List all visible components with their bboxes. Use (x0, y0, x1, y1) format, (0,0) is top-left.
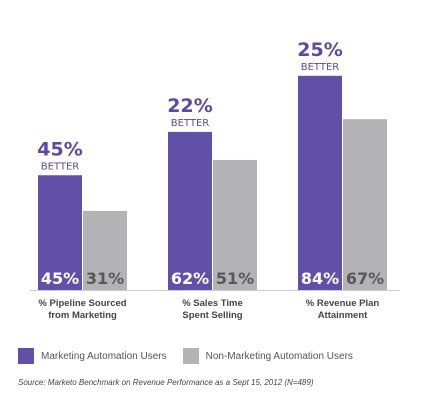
bar-value-label: 31% (86, 269, 124, 288)
bar-3-series-1 (298, 75, 342, 290)
bar-value-label: 84% (301, 269, 339, 288)
bar-value-label: 45% (41, 269, 79, 288)
category-label: % Revenue Plan (306, 298, 380, 309)
annotation-label: BETTER (171, 118, 210, 129)
legend-label-marketing-automation: Marketing Automation Users (41, 350, 167, 362)
bar-value-label: 62% (171, 269, 209, 288)
annotation-percent: 25% (297, 39, 342, 61)
bar-value-label: 51% (216, 269, 254, 288)
bar-2-series-1 (168, 131, 212, 290)
bar-3-series-2 (343, 119, 387, 291)
category-label: Spent Selling (182, 310, 242, 321)
legend-label-non-marketing-automation: Non-Marketing Automation Users (205, 350, 353, 362)
annotation-percent: 45% (37, 138, 82, 160)
legend-item-marketing-automation: Marketing Automation Users (18, 348, 167, 364)
bar-2-series-2 (213, 159, 257, 290)
legend-item-non-marketing-automation: Non-Marketing Automation Users (182, 348, 353, 364)
category-label: % Pipeline Sourced (38, 298, 126, 309)
annotation-percent: 22% (167, 95, 212, 117)
legend-swatch-marketing-automation (18, 348, 34, 364)
annotation-label: BETTER (41, 161, 80, 172)
category-label: from Marketing (48, 310, 117, 321)
bar-value-label: 67% (346, 269, 384, 288)
category-label: Attainment (318, 310, 368, 321)
bar-1-series-1 (38, 175, 82, 290)
source-note: Source: Marketo Benchmark on Revenue Per… (18, 378, 314, 387)
legend-swatch-non-marketing-automation (182, 348, 199, 364)
annotation-label: BETTER (301, 62, 340, 73)
category-label: % Sales Time (182, 298, 243, 309)
legend: Marketing Automation Users Non-Marketing… (18, 348, 369, 364)
bar-1-series-2 (83, 210, 127, 290)
